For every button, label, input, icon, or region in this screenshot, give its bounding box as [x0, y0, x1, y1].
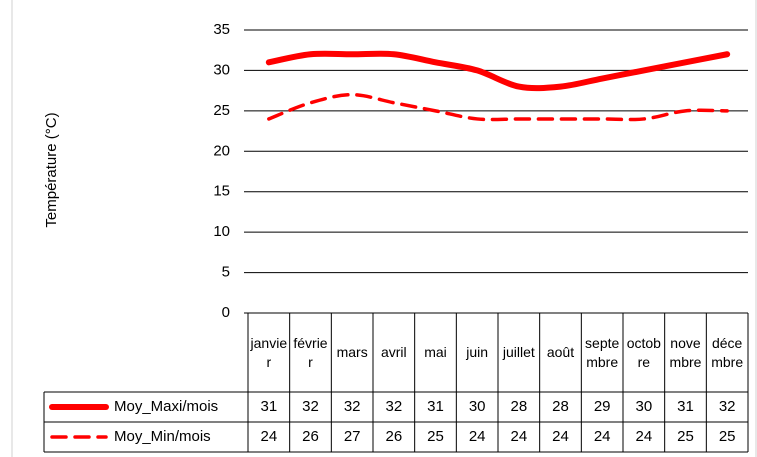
- series-line: [265, 50, 731, 92]
- cell: mars: [331, 315, 373, 390]
- table-value: 32: [719, 398, 736, 415]
- table-value: 28: [510, 398, 527, 415]
- table-value: 31: [677, 398, 694, 415]
- x-tick-label: décembre: [711, 334, 744, 370]
- x-tick-label-box: juillet: [498, 315, 540, 390]
- table-value: 25: [427, 428, 444, 445]
- y-tick-label: 15: [213, 183, 230, 200]
- x-tick-label-box: avril: [373, 315, 415, 390]
- table-value: 27: [344, 428, 361, 445]
- table-value: 32: [385, 398, 402, 415]
- legend-label: Moy_Maxi/mois: [114, 398, 218, 415]
- legend-label: Moy_Min/mois: [114, 428, 211, 445]
- table-value: 28: [552, 398, 569, 415]
- table-value: 29: [594, 398, 611, 415]
- y-axis-label: Température (°C): [43, 112, 60, 227]
- table-value: 31: [427, 398, 444, 415]
- y-tick-label: 10: [213, 223, 230, 240]
- cell: mai: [415, 315, 457, 390]
- x-tick-label: janvier: [250, 334, 288, 370]
- table-value: 24: [260, 428, 277, 445]
- cell: janvier: [248, 315, 290, 390]
- x-tick-label: octobre: [626, 334, 661, 370]
- table-value: 24: [469, 428, 486, 445]
- x-tick-label-box: octobre: [623, 315, 665, 390]
- table-value: 30: [635, 398, 652, 415]
- cell: octobre: [623, 315, 665, 390]
- x-tick-label: septembre: [585, 334, 620, 370]
- x-tick-label-box: novembre: [665, 315, 707, 390]
- cell: novembre: [665, 315, 707, 390]
- x-tick-label-box: février: [290, 315, 332, 390]
- y-tick-label: 35: [213, 21, 230, 38]
- table-value: 30: [469, 398, 486, 415]
- cell: février: [290, 315, 332, 390]
- x-tick-label-box: mai: [415, 315, 457, 390]
- table-value: 26: [302, 428, 319, 445]
- x-tick-label: août: [546, 344, 575, 360]
- cell: septembre: [581, 315, 623, 390]
- x-tick-label-box: août: [540, 315, 582, 390]
- cell: avril: [373, 315, 415, 390]
- series-line: [267, 92, 729, 122]
- x-tick-label-box: septembre: [581, 315, 623, 390]
- y-tick-label: 30: [213, 61, 230, 78]
- x-tick-label: novembre: [669, 334, 702, 370]
- x-tick-label: mars: [336, 344, 368, 360]
- table-value: 24: [594, 428, 611, 445]
- x-tick-label-box: janvier: [248, 315, 290, 390]
- table-value: 25: [719, 428, 736, 445]
- x-tick-label-box: juin: [456, 315, 498, 390]
- cell: juin: [456, 315, 498, 390]
- x-tick-label: février: [293, 334, 328, 370]
- x-tick-label: avril: [380, 344, 407, 360]
- cell: décembre: [706, 315, 748, 390]
- x-tick-label: mai: [424, 344, 447, 360]
- table-value: 32: [344, 398, 361, 415]
- y-tick-label: 25: [213, 102, 230, 119]
- table-value: 24: [510, 428, 527, 445]
- cell: août: [540, 315, 582, 390]
- x-tick-label: juillet: [502, 344, 535, 360]
- y-tick-label: 0: [222, 304, 230, 321]
- table-value: 24: [552, 428, 569, 445]
- table-value: 31: [260, 398, 277, 415]
- cell: juillet: [498, 315, 540, 390]
- x-tick-label-box: mars: [331, 315, 373, 390]
- table-value: 25: [677, 428, 694, 445]
- y-tick-label: 20: [213, 142, 230, 159]
- table-value: 24: [635, 428, 652, 445]
- x-tick-label-box: décembre: [706, 315, 748, 390]
- table-value: 32: [302, 398, 319, 415]
- chart-frame: [11, 0, 757, 457]
- y-tick-label: 5: [222, 264, 230, 281]
- x-tick-label: juin: [466, 344, 489, 360]
- table-value: 26: [385, 428, 402, 445]
